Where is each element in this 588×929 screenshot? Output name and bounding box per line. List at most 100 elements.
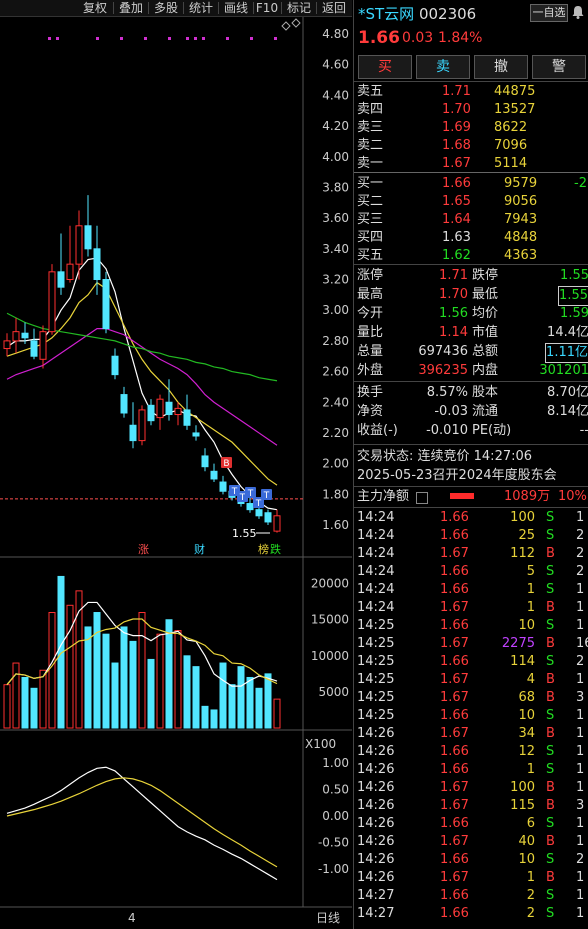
toolbar-mark[interactable]: 标记 [286, 1, 311, 15]
event-notice[interactable]: 2025-05-23召开2024年度股东会 [357, 468, 557, 483]
period-label: 日线 [316, 911, 340, 925]
buy-signal-badge-bg [221, 457, 232, 468]
tick-time: 14:26 [357, 852, 395, 867]
tick-volume: 10 [518, 618, 535, 633]
tick-side: S [546, 618, 555, 633]
price-tick: 1.60 [322, 518, 349, 532]
bid-row[interactable]: 买四 1.63 4848 [354, 229, 588, 247]
ask-row[interactable]: 卖五 1.71 44875 [354, 83, 588, 101]
tick-count: 1 [576, 888, 585, 903]
volume-unit: X100 [305, 737, 336, 751]
ask-row[interactable]: 卖一 1.67 5114 [354, 155, 588, 173]
tick-volume: 112 [510, 546, 535, 561]
bid-row[interactable]: 买一 1.66 9579 -2 [354, 175, 588, 193]
toolbar-draw-line[interactable]: 画线 [223, 1, 248, 15]
tick-time: 14:26 [357, 744, 395, 759]
dif-line [6, 766, 278, 881]
bid-label: 买五 [357, 248, 384, 263]
trading-status: 交易状态: 连续竞价 14:27:06 [357, 449, 533, 464]
volume-bar [273, 698, 281, 729]
tick-row: 14:26 1.67 34 B 1 [354, 725, 588, 743]
price-change: 0.03 [402, 30, 434, 46]
toolbar-multi-stock[interactable]: 多股 [153, 1, 178, 15]
tick-count: 1 [576, 510, 585, 525]
candle-body [264, 512, 272, 523]
volume-bar [147, 658, 155, 729]
fund-label: 换手 [357, 385, 384, 400]
bid-row[interactable]: 买五 1.62 4363 [354, 247, 588, 265]
alert-button[interactable]: 警 [532, 55, 586, 79]
x-axis-tick: 4 [128, 911, 136, 925]
tick-price: 1.66 [440, 564, 469, 579]
volume-bar [237, 666, 245, 729]
tick-time: 14:26 [357, 798, 395, 813]
candle-body [102, 279, 110, 330]
tick-row: 14:26 1.67 115 B 3 [354, 797, 588, 815]
tick-price: 1.67 [440, 798, 469, 813]
bid-price: 1.65 [442, 194, 471, 209]
volume-bar [165, 619, 173, 729]
price-tick: 4.20 [322, 119, 349, 133]
volume-bar [156, 633, 164, 729]
buy-button[interactable]: 买 [358, 55, 412, 79]
main-flow-label: 主力净额 [357, 489, 410, 504]
tick-time: 14:27 [357, 906, 395, 921]
tick-row: 14:24 1.67 1 B 1 [354, 599, 588, 617]
list-icon[interactable] [416, 492, 428, 504]
volume-bar [192, 666, 200, 729]
toolbar-back[interactable]: 返回 [321, 1, 346, 15]
price-tick: 3.60 [322, 211, 349, 225]
kline-chart[interactable]: 4.80 4.60 4.40 4.20 4.00 3.80 3.60 3.40 3.20 3.00… [0, 17, 352, 929]
toolbar-f10[interactable]: F10 [255, 1, 279, 15]
toolbar-overlay[interactable]: 叠加 [118, 1, 143, 15]
tick-time: 14:24 [357, 546, 395, 561]
bid-price: 1.66 [442, 176, 471, 191]
volume-bar [264, 673, 272, 729]
toolbar-restore-rights[interactable]: 复权 [82, 1, 107, 15]
volume-bar [129, 640, 137, 729]
ask-price: 1.71 [442, 84, 471, 99]
tick-count: 3 [576, 798, 585, 813]
price-tick: 3.40 [322, 242, 349, 256]
stat-row: 量比 1.14 市值 14.4亿 [354, 324, 588, 342]
fund-label: 流通 [472, 404, 499, 419]
notification-bell-icon[interactable] [570, 4, 586, 20]
bid-volume: 7943 [504, 212, 538, 227]
tick-count: 1 [576, 744, 585, 759]
ask-row[interactable]: 卖二 1.68 7096 [354, 137, 588, 155]
ask-label: 卖四 [357, 102, 384, 117]
candle-body [129, 424, 137, 442]
signal-dot [226, 37, 229, 40]
tick-row: 14:24 1.66 1 S 1 [354, 581, 588, 599]
tick-volume: 2 [526, 906, 535, 921]
volume-bar [30, 687, 38, 729]
fund-value: 8.14亿 [547, 404, 588, 419]
ask-row[interactable]: 卖四 1.70 13527 [354, 101, 588, 119]
tick-time: 14:24 [357, 564, 395, 579]
volume-bar [219, 662, 227, 729]
price-tick: 2.80 [322, 334, 349, 348]
tick-price: 1.66 [440, 510, 469, 525]
tick-price: 1.66 [440, 906, 469, 921]
add-watchlist-button[interactable]: 一自选 [530, 4, 568, 22]
bid-row[interactable]: 买三 1.64 7943 [354, 211, 588, 229]
stat-row: 涨停 1.71 跌停 1.55 [354, 267, 588, 285]
signal-dot [120, 37, 123, 40]
toolbar-stats[interactable]: 统计 [188, 1, 213, 15]
ma10-line [6, 281, 278, 486]
event-fin-label: 财 [194, 542, 205, 556]
sell-button[interactable]: 卖 [416, 55, 470, 79]
bid-row[interactable]: 买二 1.65 9056 [354, 193, 588, 211]
cancel-order-button[interactable]: 撤 [474, 55, 528, 79]
tick-row: 14:26 1.66 12 S 1 [354, 743, 588, 761]
ask-row[interactable]: 卖三 1.69 8622 [354, 119, 588, 137]
tick-price: 1.67 [440, 870, 469, 885]
volume-bar [66, 604, 74, 729]
tick-row: 14:27 1.66 2 S 1 [354, 887, 588, 905]
tick-row: 14:26 1.67 1 B 1 [354, 869, 588, 887]
volume-bar [57, 575, 65, 729]
tick-row: 14:24 1.66 100 S 1 [354, 509, 588, 527]
volume-ma10-line [6, 618, 278, 686]
tick-time: 14:25 [357, 672, 395, 687]
candle-body [147, 404, 155, 422]
